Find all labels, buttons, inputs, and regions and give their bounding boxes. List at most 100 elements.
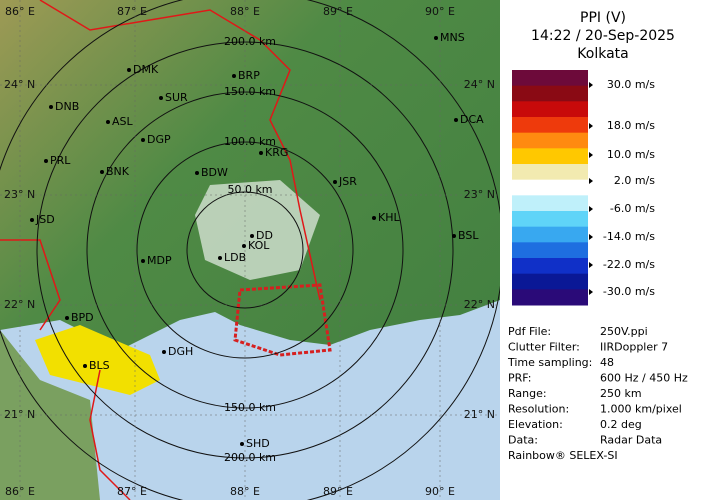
- info-value: 0.2 deg: [600, 418, 642, 431]
- city-label: ASL: [112, 115, 134, 128]
- scale-tick: [589, 178, 593, 184]
- scale-swatch: [512, 179, 588, 196]
- scale-label: -6.0 m/s: [610, 202, 655, 215]
- scale-label: 10.0 m/s: [607, 148, 655, 161]
- city-marker: [259, 151, 263, 155]
- header-time: 14:22 / 20-Sep-2025: [531, 28, 675, 44]
- info-key: Resolution:: [508, 403, 569, 416]
- city-marker: [30, 218, 34, 222]
- scale-tick: [589, 234, 593, 240]
- city-marker: [83, 364, 87, 368]
- info-value: 250V.ppi: [600, 325, 648, 338]
- scale-swatch: [512, 273, 588, 290]
- city-label: SHD: [246, 437, 270, 450]
- scale-swatch: [512, 195, 588, 212]
- city-marker: [127, 68, 131, 72]
- city-label: JSD: [35, 213, 55, 226]
- city-label: KOL: [248, 239, 270, 252]
- city-label: BPD: [71, 311, 94, 324]
- city-label: PRL: [50, 154, 71, 167]
- scale-swatch: [512, 101, 588, 118]
- range-label: 200.0 km: [224, 451, 276, 464]
- info-value: 1.000 km/pixel: [600, 403, 682, 416]
- city-label: BLS: [89, 359, 110, 372]
- latitude-label: 24° N: [464, 78, 495, 91]
- longitude-label: 90° E: [425, 485, 455, 498]
- city-label: MNS: [440, 31, 465, 44]
- city-marker: [242, 244, 246, 248]
- info-key: Elevation:: [508, 418, 563, 431]
- city-label: MDP: [147, 254, 172, 267]
- latitude-label: 22° N: [4, 298, 35, 311]
- scale-swatch: [512, 85, 588, 102]
- scale-tick: [589, 206, 593, 212]
- scale-tick: [589, 289, 593, 295]
- info-value: 600 Hz / 450 Hz: [600, 372, 688, 385]
- info-value: Radar Data: [600, 434, 662, 447]
- range-label: 150.0 km: [224, 401, 276, 414]
- city-label: DGH: [168, 345, 193, 358]
- city-marker: [106, 120, 110, 124]
- scale-tick: [589, 82, 593, 88]
- latitude-label: 22° N: [464, 298, 495, 311]
- footer: Rainbow® SELEX-SI: [508, 449, 618, 462]
- city-label: DMK: [133, 63, 159, 76]
- scale-tick: [589, 123, 593, 129]
- city-marker: [159, 96, 163, 100]
- city-marker: [49, 105, 53, 109]
- scale-tick: [589, 152, 593, 158]
- city-label: KHL: [378, 211, 400, 224]
- scale-label: -14.0 m/s: [603, 230, 655, 243]
- city-label: BRP: [238, 69, 260, 82]
- scale-label: -30.0 m/s: [603, 285, 655, 298]
- info-key: Clutter Filter:: [508, 341, 580, 354]
- city-marker: [65, 316, 69, 320]
- scale-swatch: [512, 258, 588, 275]
- city-marker: [141, 259, 145, 263]
- city-label: JSR: [338, 175, 357, 188]
- city-label: DNB: [55, 100, 79, 113]
- header-title: PPI (V): [580, 10, 626, 26]
- scale-tick: [589, 262, 593, 268]
- longitude-label: 89° E: [323, 485, 353, 498]
- echo-red: [233, 283, 332, 357]
- scale-label: 2.0 m/s: [614, 174, 655, 187]
- city-marker: [452, 234, 456, 238]
- city-marker: [44, 159, 48, 163]
- longitude-label: 88° E: [230, 485, 260, 498]
- scale-label: 18.0 m/s: [607, 119, 655, 132]
- city-label: DCA: [460, 113, 484, 126]
- city-label: BNK: [106, 165, 130, 178]
- city-marker: [250, 234, 254, 238]
- info-value: 48: [600, 356, 614, 369]
- city-label: LDB: [224, 251, 246, 264]
- latitude-label: 21° N: [464, 408, 495, 421]
- info-key: Time sampling:: [507, 356, 592, 369]
- city-marker: [454, 118, 458, 122]
- city-label: BSL: [458, 229, 479, 242]
- scale-swatch: [512, 117, 588, 134]
- city-label: SUR: [165, 91, 188, 104]
- longitude-label: 90° E: [425, 5, 455, 18]
- longitude-label: 87° E: [117, 5, 147, 18]
- clutter: [195, 180, 320, 280]
- scale-swatch: [512, 132, 588, 149]
- scale-swatch: [512, 226, 588, 243]
- scale-swatch: [512, 148, 588, 165]
- city-marker: [232, 74, 236, 78]
- info-key: Pdf File:: [508, 325, 551, 338]
- range-label: 200.0 km: [224, 35, 276, 48]
- city-label: BDW: [201, 166, 228, 179]
- longitude-label: 89° E: [323, 5, 353, 18]
- city-marker: [100, 170, 104, 174]
- info-value: IIRDoppler 7: [600, 341, 668, 354]
- header-site: Kolkata: [577, 46, 628, 62]
- city-marker: [333, 180, 337, 184]
- scale-label: -22.0 m/s: [603, 258, 655, 271]
- info-key: Range:: [508, 387, 547, 400]
- scale-swatch: [512, 164, 588, 181]
- longitude-label: 88° E: [230, 5, 260, 18]
- scale-label: 30.0 m/s: [607, 78, 655, 91]
- range-label: 50.0 km: [227, 183, 272, 196]
